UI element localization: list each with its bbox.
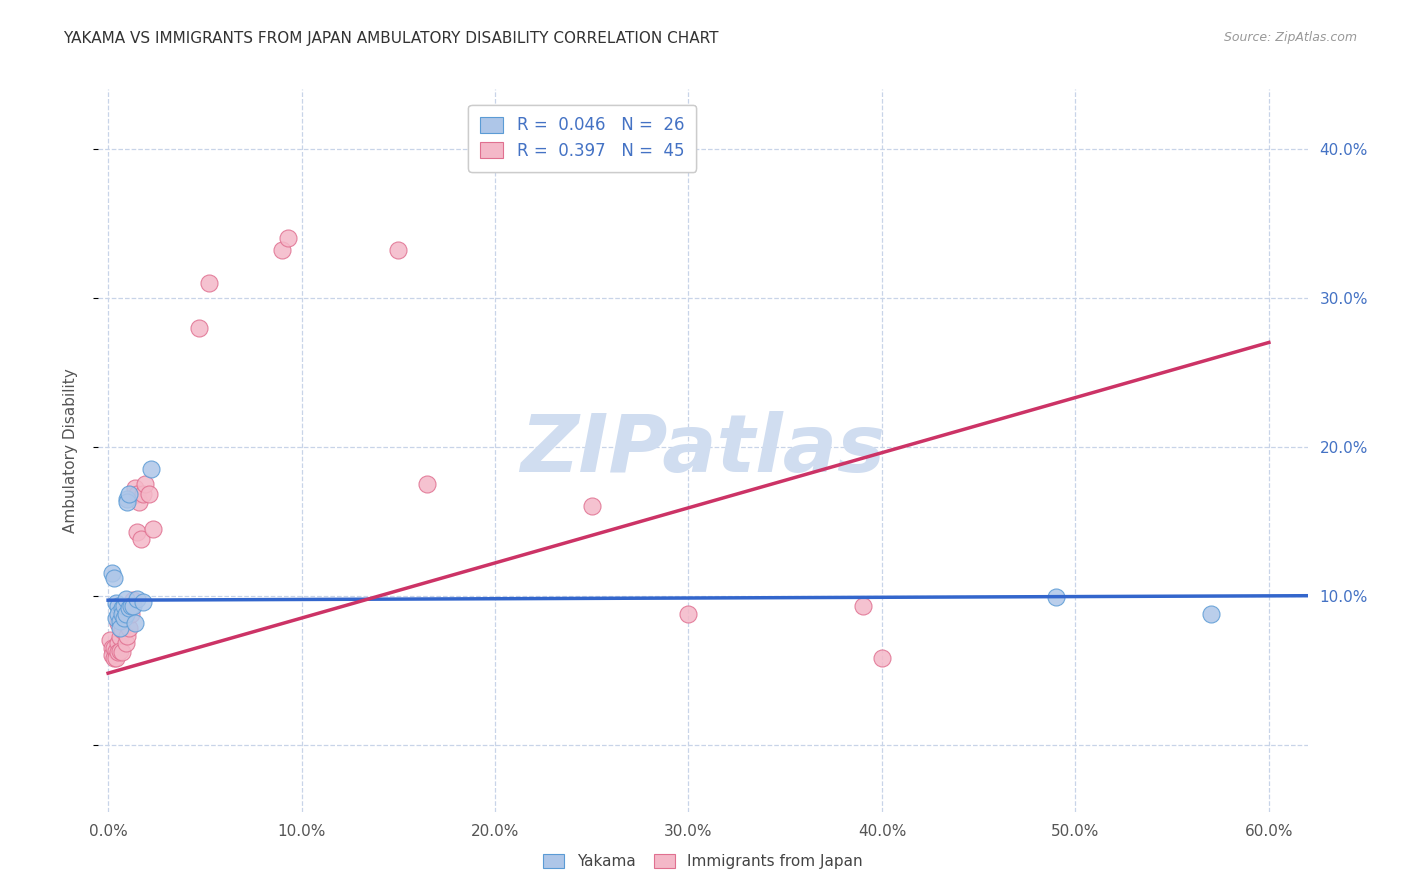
Point	[416, 477, 439, 491]
Point	[114, 636, 136, 650]
Point	[103, 651, 125, 665]
Point	[117, 629, 139, 643]
Point	[117, 495, 139, 509]
Point	[103, 640, 125, 655]
Point	[107, 599, 129, 614]
Point	[112, 611, 135, 625]
Text: Source: ZipAtlas.com: Source: ZipAtlas.com	[1223, 31, 1357, 45]
Point	[118, 600, 141, 615]
Point	[120, 599, 142, 614]
Point	[122, 593, 145, 607]
Point	[103, 571, 125, 585]
Point	[1199, 607, 1222, 621]
Point	[197, 276, 219, 290]
Point	[134, 477, 156, 491]
Point	[127, 524, 149, 539]
Point	[387, 243, 409, 257]
Point	[98, 633, 121, 648]
Point	[139, 462, 162, 476]
Point	[114, 607, 136, 621]
Point	[120, 599, 142, 614]
Point	[108, 622, 131, 636]
Point	[271, 243, 294, 257]
Point	[111, 623, 134, 637]
Point	[114, 607, 136, 621]
Point	[128, 495, 150, 509]
Point	[101, 566, 124, 581]
Point	[1045, 591, 1067, 605]
Point	[112, 599, 135, 614]
Y-axis label: Ambulatory Disability: Ambulatory Disability	[63, 368, 77, 533]
Point	[188, 320, 211, 334]
Point	[112, 600, 135, 615]
Point	[108, 644, 131, 658]
Point	[122, 599, 145, 614]
Point	[108, 607, 131, 621]
Point	[138, 487, 160, 501]
Point	[678, 607, 700, 621]
Point	[111, 645, 134, 659]
Point	[107, 636, 129, 650]
Legend: R =  0.046   N =  26, R =  0.397   N =  45: R = 0.046 N = 26, R = 0.397 N = 45	[468, 104, 696, 171]
Point	[277, 231, 299, 245]
Point	[104, 611, 127, 625]
Point	[124, 615, 146, 630]
Point	[132, 595, 155, 609]
Point	[127, 591, 149, 606]
Point	[870, 651, 893, 665]
Point	[117, 491, 139, 506]
Point	[111, 600, 134, 615]
Point	[129, 532, 152, 546]
Point	[101, 640, 124, 655]
Point	[142, 522, 165, 536]
Point	[852, 599, 875, 614]
Text: ZIPatlas: ZIPatlas	[520, 411, 886, 490]
Point	[132, 487, 155, 501]
Point	[120, 607, 142, 621]
Point	[127, 487, 149, 501]
Point	[118, 600, 141, 615]
Point	[107, 615, 129, 630]
Point	[117, 600, 139, 615]
Point	[108, 631, 131, 645]
Text: YAKAMA VS IMMIGRANTS FROM JAPAN AMBULATORY DISABILITY CORRELATION CHART: YAKAMA VS IMMIGRANTS FROM JAPAN AMBULATO…	[63, 31, 718, 46]
Point	[107, 645, 129, 659]
Point	[118, 622, 141, 636]
Point	[104, 644, 127, 658]
Point	[118, 487, 141, 501]
Point	[104, 596, 127, 610]
Point	[108, 614, 131, 628]
Point	[101, 648, 124, 663]
Legend: Yakama, Immigrants from Japan: Yakama, Immigrants from Japan	[533, 843, 873, 880]
Point	[124, 482, 146, 496]
Point	[114, 591, 136, 606]
Point	[104, 651, 127, 665]
Point	[111, 607, 134, 621]
Point	[107, 607, 129, 621]
Point	[112, 607, 135, 621]
Point	[581, 500, 603, 514]
